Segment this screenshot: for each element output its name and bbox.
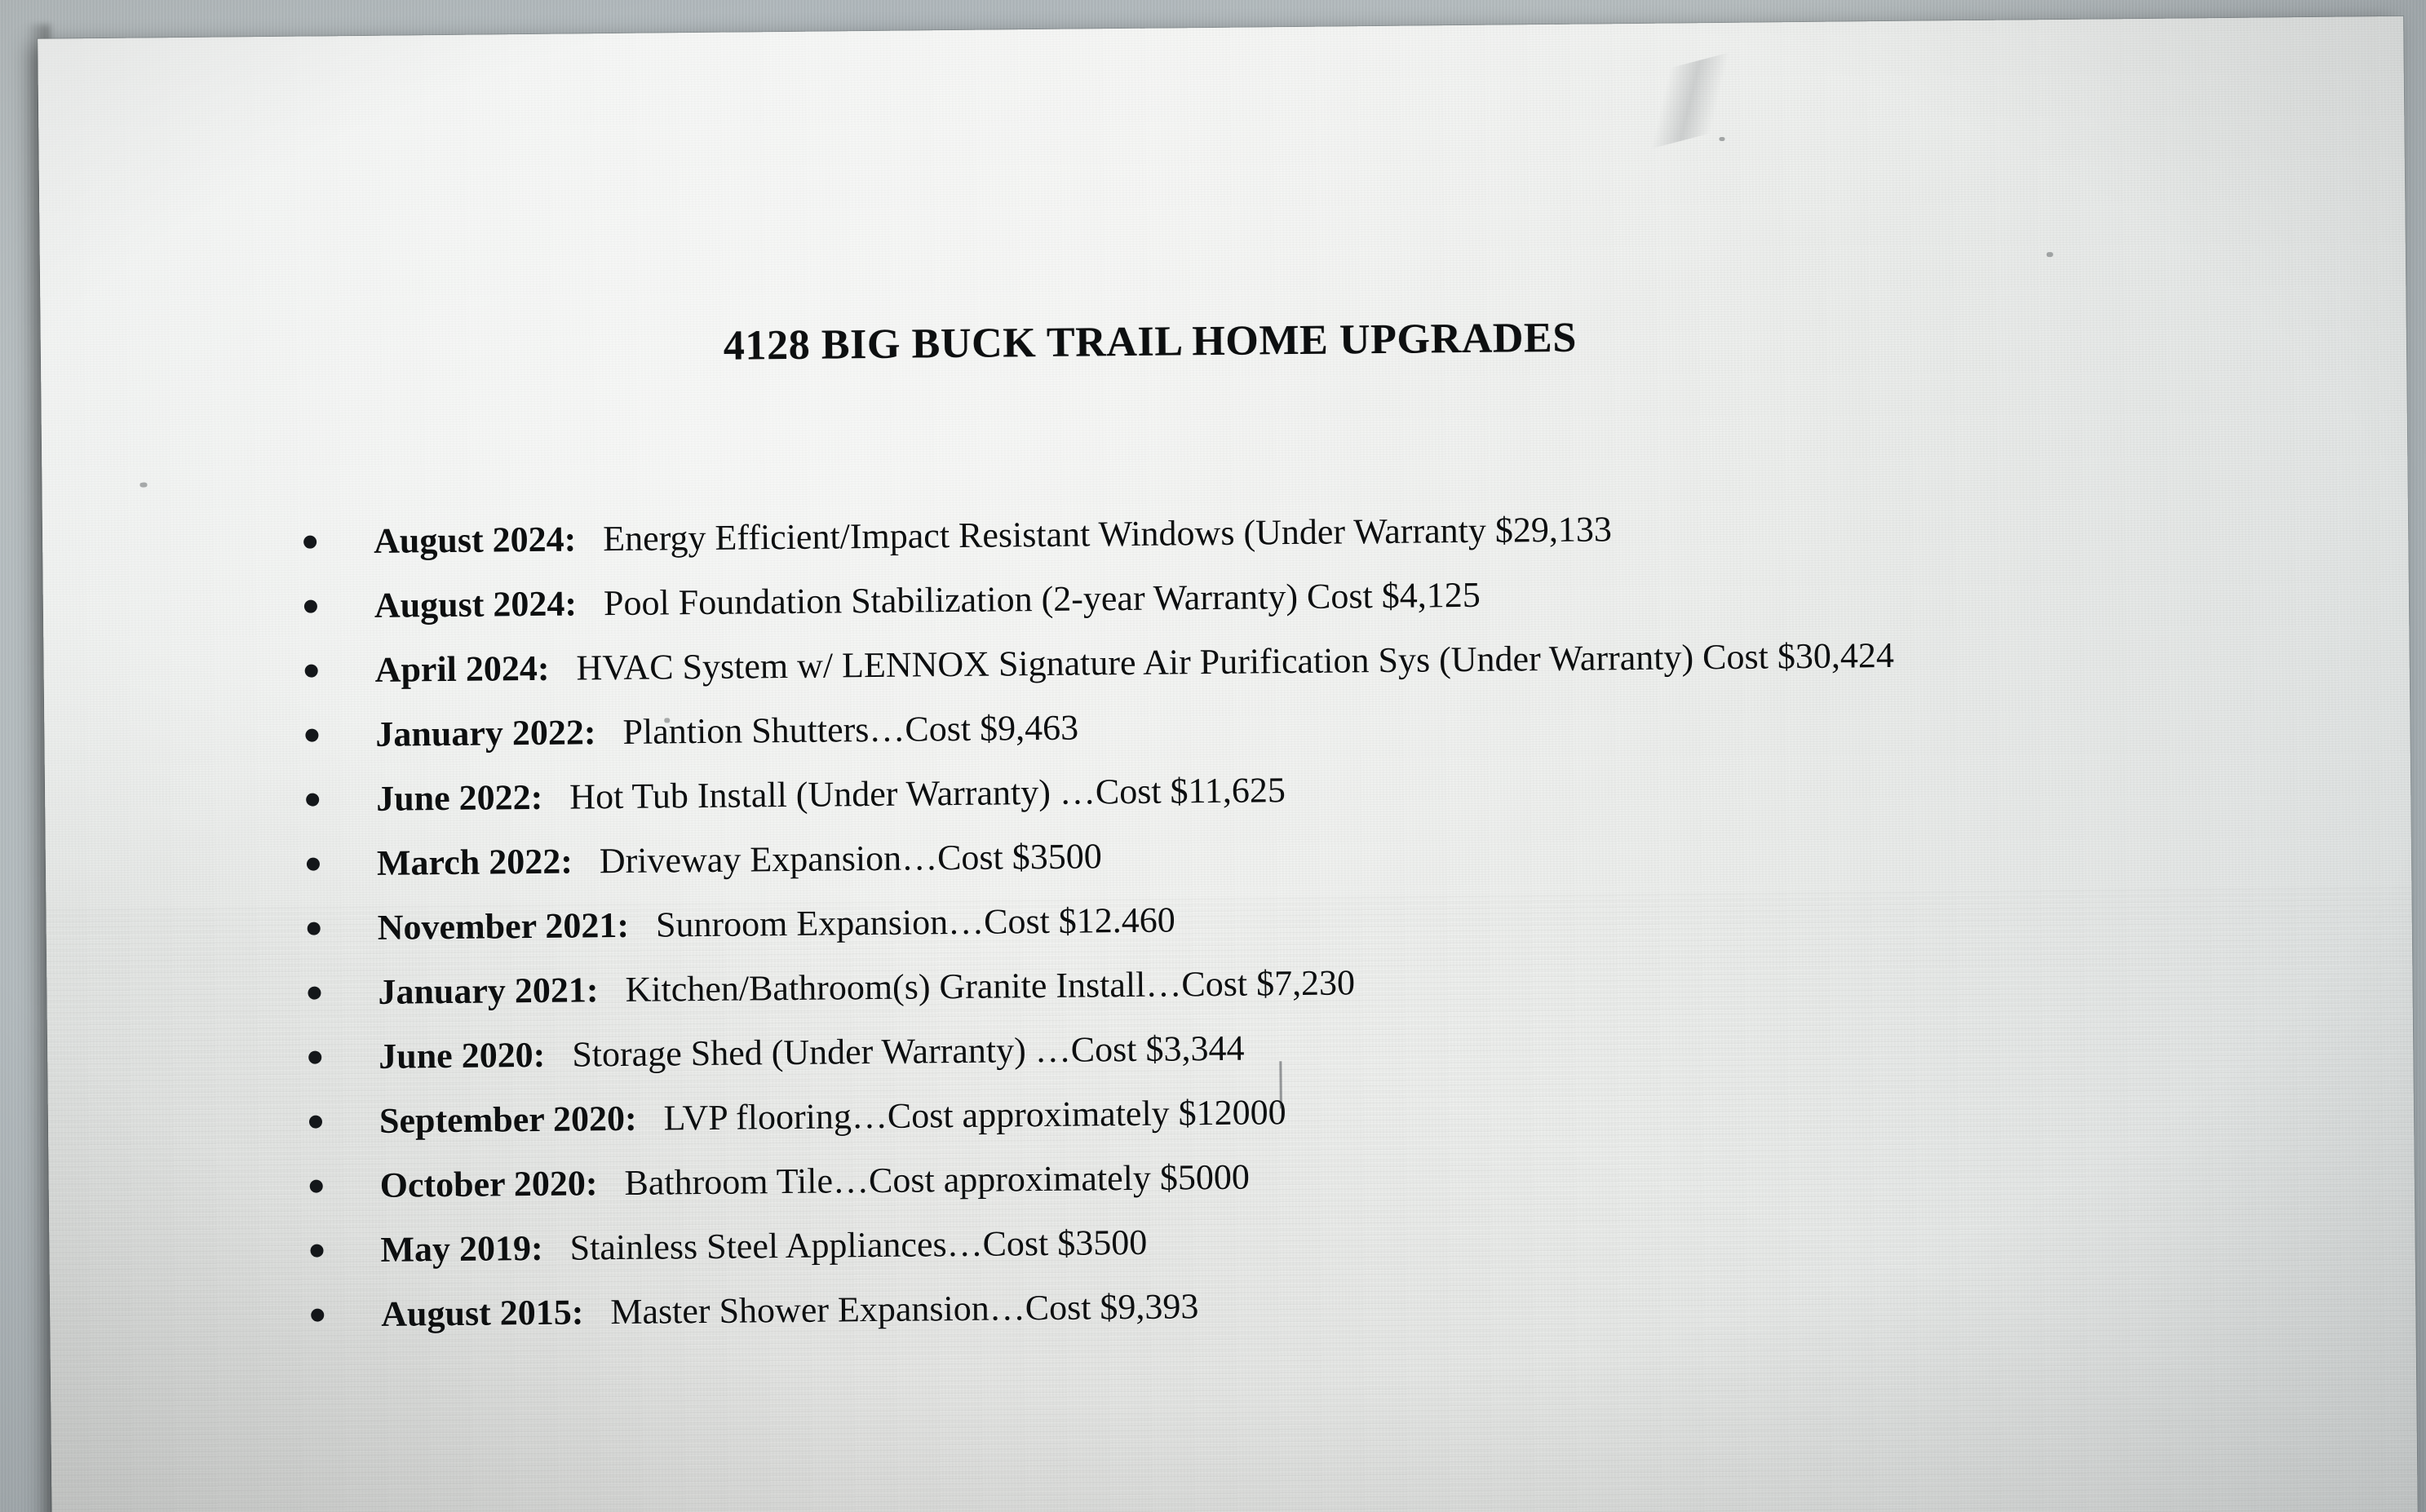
bullet-point-icon: [306, 857, 321, 871]
bullet-point-icon: [305, 728, 319, 742]
paper-sheet-wrapper: 4128 BIG BUCK TRAIL HOME UPGRADES August…: [38, 15, 2418, 1512]
list-item-description: Energy Efficient/Impact Resistant Window…: [603, 509, 1613, 559]
list-item-description: Master Shower Expansion…Cost $9,393: [610, 1286, 1199, 1333]
bullet-point-icon: [311, 1308, 325, 1322]
list-item-date: November 2021:: [377, 904, 648, 948]
dust-speck: [2046, 252, 2053, 258]
list-item-date: August 2024:: [374, 583, 595, 626]
list-item-description: Stainless Steel Appliances…Cost $3500: [569, 1222, 1148, 1268]
document-title: 4128 BIG BUCK TRAIL HOME UPGRADES: [723, 314, 1578, 369]
bullet-point-icon: [308, 1050, 322, 1064]
bullet-point-icon: [309, 1179, 323, 1193]
list-item-description: Storage Shed (Under Warranty) …Cost $3,3…: [572, 1028, 1245, 1075]
list-item-date: June 2022:: [375, 776, 561, 819]
list-item-description: Plantion Shutters…Cost $9,463: [622, 707, 1079, 752]
document-body: 4128 BIG BUCK TRAIL HOME UPGRADES August…: [38, 16, 2418, 1512]
list-item-date: April 2024:: [374, 648, 568, 690]
list-item-description: Bathroom Tile…Cost approximately $5000: [624, 1156, 1251, 1203]
list-item-date: January 2022:: [375, 712, 614, 754]
list-item-date: August 2024:: [373, 519, 595, 561]
list-item-description: Sunroom Expansion…Cost $12.460: [655, 900, 1176, 945]
paper-sheet: 4128 BIG BUCK TRAIL HOME UPGRADES August…: [38, 15, 2418, 1512]
list-item-date: March 2022:: [376, 841, 591, 883]
bullet-point-icon: [308, 986, 321, 1000]
bullet-point-icon: [303, 535, 317, 549]
list-item-description: Driveway Expansion…Cost $3500: [599, 836, 1102, 882]
list-item-date: October 2020:: [379, 1163, 616, 1205]
list-item-date: August 2015:: [381, 1292, 602, 1334]
list-item-date: June 2020:: [378, 1034, 564, 1077]
list-item-date: September 2020:: [379, 1098, 655, 1141]
list-item-description: LVP flooring…Cost approximately $12000: [663, 1092, 1286, 1138]
upgrades-bullet-list: August 2024: Energy Efficient/Impact Res…: [287, 493, 2188, 1349]
dust-speck: [1719, 136, 1725, 142]
bullet-point-icon: [304, 664, 318, 678]
dust-speck: [139, 482, 148, 488]
dust-speck: [664, 718, 671, 723]
list-item-description: Kitchen/Bathroom(s) Granite Install…Cost…: [625, 962, 1356, 1010]
list-item-date: January 2021:: [378, 970, 617, 1012]
bullet-point-icon: [306, 793, 320, 807]
list-item-description: HVAC System w/ LENNOX Signature Air Puri…: [576, 634, 1895, 688]
bullet-point-icon: [307, 922, 321, 935]
list-item-description: Hot Tub Install (Under Warranty) …Cost $…: [569, 770, 1286, 817]
bullet-point-icon: [310, 1244, 324, 1258]
bullet-point-icon: [303, 599, 317, 613]
bullet-point-icon: [308, 1115, 323, 1129]
list-item-date: May 2019:: [380, 1227, 561, 1270]
list-item-description: Pool Foundation Stabilization (2-year Wa…: [603, 574, 1481, 624]
